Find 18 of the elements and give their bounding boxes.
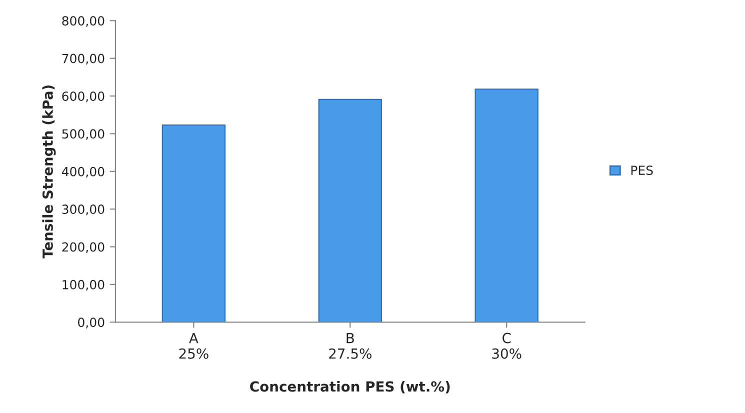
y-tick-label: 700,00 — [62, 54, 104, 65]
bar — [162, 124, 226, 322]
y-tick-label: 500,00 — [62, 129, 104, 140]
x-tick-label: C 30% — [492, 332, 522, 359]
bar — [318, 98, 382, 322]
x-tick-label: B 27.5% — [329, 332, 372, 359]
y-tick-label: 600,00 — [62, 91, 104, 102]
x-axis-title: Concentration PES (wt.%) — [250, 380, 450, 394]
y-tick-label: 400,00 — [62, 166, 104, 178]
y-tick-label: 800,00 — [62, 16, 104, 27]
y-tick-label: 200,00 — [62, 242, 104, 253]
bar — [474, 88, 538, 322]
x-tick-label: A 25% — [179, 332, 208, 359]
y-axis-title: Tensile Strength (kPa) — [42, 85, 56, 258]
y-tick-label: 0,00 — [78, 318, 104, 328]
legend-label: PES — [631, 166, 653, 176]
y-tick-label: 100,00 — [62, 280, 104, 291]
y-tick-label: 300,00 — [62, 204, 104, 216]
